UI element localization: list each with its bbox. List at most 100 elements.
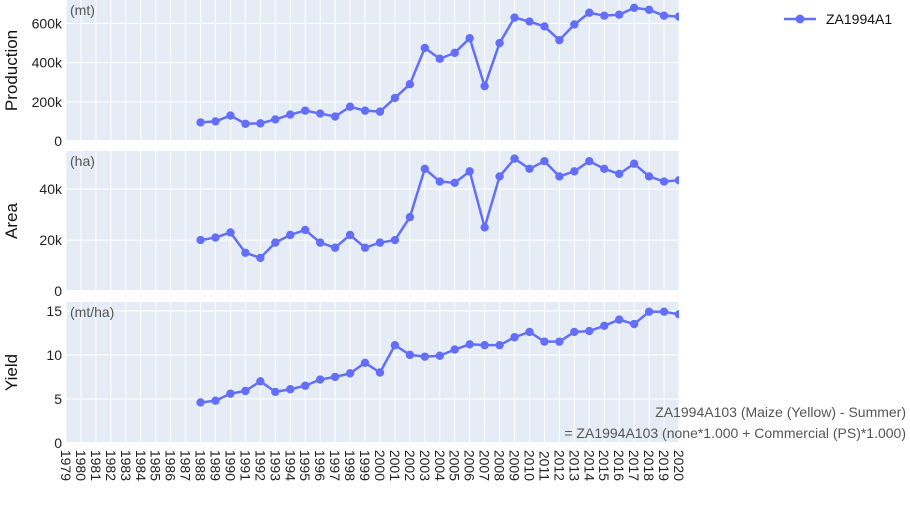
- production-point-1994[interactable]: [286, 110, 295, 119]
- area-point-1999[interactable]: [360, 243, 370, 252]
- yield-point-2016[interactable]: [614, 315, 624, 324]
- area-point-1993[interactable]: [271, 238, 280, 247]
- production-point-2013[interactable]: [570, 20, 579, 29]
- yield-point-1989[interactable]: [211, 396, 220, 405]
- yield-point-1993[interactable]: [271, 387, 280, 397]
- production-point-1990[interactable]: [226, 111, 235, 120]
- production-point-2007[interactable]: [480, 81, 489, 91]
- area-point-2011[interactable]: [540, 156, 549, 166]
- area-point-2016[interactable]: [614, 169, 624, 179]
- yield-point-1997[interactable]: [330, 372, 340, 382]
- area-point-2004[interactable]: [435, 177, 444, 186]
- production-point-2012[interactable]: [555, 35, 564, 45]
- production-point-2002[interactable]: [405, 80, 415, 89]
- production-point-1992[interactable]: [256, 119, 265, 128]
- yield-point-2003[interactable]: [420, 352, 430, 361]
- yield-point-2015[interactable]: [600, 321, 609, 330]
- production-point-2001[interactable]: [390, 93, 400, 103]
- production-point-2019[interactable]: [659, 11, 669, 20]
- yield-point-1996[interactable]: [315, 375, 325, 384]
- yield-point-2013[interactable]: [570, 327, 579, 337]
- area-point-1997[interactable]: [330, 243, 340, 252]
- production-point-1998[interactable]: [345, 102, 355, 111]
- production-point-1996[interactable]: [315, 109, 325, 118]
- area-point-2012[interactable]: [555, 172, 564, 181]
- area-point-2017[interactable]: [629, 159, 639, 168]
- yield-point-2019[interactable]: [659, 307, 669, 316]
- production-point-2020[interactable]: [674, 12, 683, 21]
- production-point-2006[interactable]: [465, 33, 474, 43]
- yield-point-2008[interactable]: [495, 340, 504, 350]
- legend[interactable]: ZA1994A1: [784, 11, 892, 27]
- area-point-2018[interactable]: [644, 172, 654, 181]
- area-point-2015[interactable]: [600, 164, 609, 174]
- production-point-2011[interactable]: [540, 22, 549, 31]
- yield-point-1998[interactable]: [345, 369, 355, 378]
- yield-point-2000[interactable]: [375, 368, 385, 377]
- production-point-2000[interactable]: [375, 107, 385, 116]
- area-point-2006[interactable]: [465, 167, 474, 176]
- production-point-2008[interactable]: [495, 38, 504, 48]
- area-point-2002[interactable]: [405, 212, 415, 222]
- yield-point-2018[interactable]: [644, 307, 654, 316]
- area-point-2014[interactable]: [585, 156, 594, 166]
- yield-point-1994[interactable]: [286, 385, 295, 394]
- production-point-1995[interactable]: [301, 106, 310, 115]
- area-point-2001[interactable]: [390, 235, 400, 245]
- production-point-1993[interactable]: [271, 115, 280, 124]
- area-point-2005[interactable]: [450, 178, 459, 188]
- yield-point-2002[interactable]: [405, 350, 415, 360]
- area-point-2007[interactable]: [480, 223, 489, 232]
- area-point-1996[interactable]: [315, 238, 325, 247]
- area-point-1991[interactable]: [241, 248, 250, 258]
- yield-point-2001[interactable]: [390, 340, 400, 350]
- production-point-1988[interactable]: [196, 118, 205, 127]
- production-point-1991[interactable]: [241, 119, 250, 128]
- yield-point-2017[interactable]: [629, 319, 639, 329]
- production-point-2009[interactable]: [510, 13, 519, 22]
- area-point-1988[interactable]: [196, 235, 205, 245]
- production-point-2003[interactable]: [420, 43, 430, 53]
- production-point-1997[interactable]: [330, 112, 340, 121]
- area-point-1994[interactable]: [286, 230, 295, 240]
- production-point-2017[interactable]: [629, 3, 639, 13]
- area-point-1998[interactable]: [345, 230, 355, 240]
- area-point-2008[interactable]: [495, 172, 504, 181]
- yield-point-2020[interactable]: [674, 310, 683, 319]
- yield-point-1991[interactable]: [241, 386, 250, 396]
- production-point-2016[interactable]: [614, 10, 624, 19]
- yield-point-2010[interactable]: [525, 327, 534, 337]
- production-point-2005[interactable]: [450, 48, 459, 58]
- yield-point-2004[interactable]: [435, 351, 444, 360]
- area-point-2009[interactable]: [510, 154, 519, 163]
- yield-point-1992[interactable]: [256, 377, 265, 386]
- yield-point-1995[interactable]: [301, 381, 310, 390]
- yield-point-2009[interactable]: [510, 333, 519, 342]
- production-point-2010[interactable]: [525, 17, 534, 26]
- yield-point-1999[interactable]: [360, 358, 370, 368]
- yield-point-2005[interactable]: [450, 345, 459, 354]
- yield-point-1988[interactable]: [196, 398, 205, 407]
- yield-point-2007[interactable]: [480, 340, 489, 350]
- yield-point-2006[interactable]: [465, 340, 474, 349]
- area-point-1990[interactable]: [226, 228, 235, 237]
- area-point-2003[interactable]: [420, 164, 430, 174]
- production-point-2014[interactable]: [585, 8, 594, 17]
- area-point-1992[interactable]: [256, 253, 265, 263]
- yield-point-1990[interactable]: [226, 389, 235, 398]
- yield-point-2011[interactable]: [540, 337, 549, 346]
- yield-point-2012[interactable]: [555, 337, 564, 346]
- area-point-2010[interactable]: [525, 164, 534, 174]
- area-point-2019[interactable]: [659, 177, 669, 186]
- area-point-2000[interactable]: [375, 238, 385, 247]
- production-point-2004[interactable]: [435, 54, 444, 63]
- yield-point-2014[interactable]: [585, 326, 594, 336]
- area-point-1995[interactable]: [301, 225, 310, 235]
- area-point-2013[interactable]: [570, 167, 579, 176]
- area-point-2020[interactable]: [674, 176, 683, 185]
- production-point-2018[interactable]: [644, 5, 654, 14]
- production-point-1999[interactable]: [360, 106, 370, 115]
- production-point-2015[interactable]: [600, 11, 609, 20]
- production-point-1989[interactable]: [211, 117, 220, 126]
- area-point-1989[interactable]: [211, 233, 220, 242]
